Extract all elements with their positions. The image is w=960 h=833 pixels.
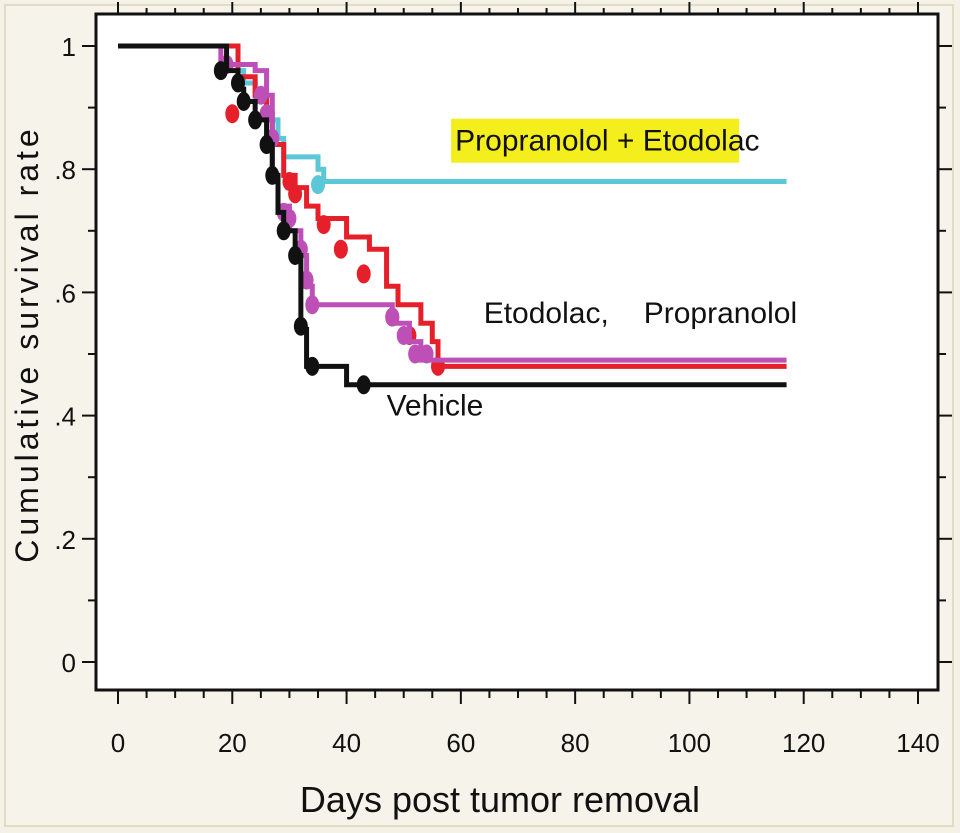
y-tick-label: .2 (54, 525, 76, 555)
y-tick-label: .4 (54, 402, 76, 432)
censor-mark-etodolac (356, 264, 371, 284)
censor-mark-propranolol (305, 295, 320, 315)
censor-mark-vehicle (276, 221, 291, 241)
censor-mark-vehicle (265, 165, 280, 185)
annot-prop-etod-highlight (451, 118, 740, 163)
x-tick-label: 60 (446, 728, 475, 758)
y-tick-label: .8 (54, 155, 76, 185)
censor-mark-vehicle (248, 110, 263, 130)
y-axis-title: Cumulative survival rate (9, 125, 45, 562)
censor-mark-propranolol-etodolac (311, 175, 325, 195)
x-tick-label: 0 (111, 728, 125, 758)
censor-mark-etodolac (333, 239, 348, 259)
censor-mark-vehicle (356, 375, 371, 395)
x-tick-label: 80 (561, 728, 590, 758)
annot-vehicle: Vehicle (387, 390, 484, 423)
censor-mark-etodolac (225, 104, 240, 124)
censor-mark-etodolac (288, 184, 303, 204)
censor-mark-vehicle (213, 61, 228, 81)
annot-etodolac: Etodolac, (484, 297, 609, 330)
axis-ticks (82, 2, 952, 704)
censor-mark-vehicle (305, 356, 320, 376)
censor-mark-etodolac (316, 215, 331, 235)
censor-mark-propranolol (396, 326, 411, 346)
annotations: Propranolol + Etodolac Etodolac, Propranol… (387, 118, 797, 423)
annot-prop-etod: Propranolol + Etodolac (455, 125, 759, 158)
censor-mark-vehicle (236, 91, 251, 111)
series-vehicle (118, 43, 787, 395)
series-layer (118, 43, 787, 395)
censor-mark-vehicle (231, 73, 245, 93)
x-axis-title: Days post tumor removal (300, 779, 700, 820)
censor-mark-vehicle (288, 245, 303, 265)
censor-mark-propranolol (408, 344, 423, 364)
x-tick-label: 40 (332, 728, 361, 758)
censor-mark-propranolol (419, 344, 434, 364)
tick-labels: 0 20 40 60 80 100 120 140 0 .2 .4 .6 .8 1 (54, 32, 939, 758)
x-tick-label: 120 (782, 728, 825, 758)
y-tick-label: 1 (62, 32, 76, 62)
plot-area (94, 12, 940, 692)
y-tick-label: .6 (54, 278, 76, 308)
x-tick-label: 100 (668, 728, 711, 758)
x-tick-label: 140 (896, 728, 939, 758)
y-tick-label: 0 (62, 648, 76, 678)
x-tick-label: 20 (218, 728, 247, 758)
censor-mark-propranolol (385, 307, 400, 327)
censor-mark-vehicle (293, 316, 308, 336)
censor-mark-vehicle (259, 135, 274, 155)
annot-propranolol: Propranolol (644, 297, 797, 330)
